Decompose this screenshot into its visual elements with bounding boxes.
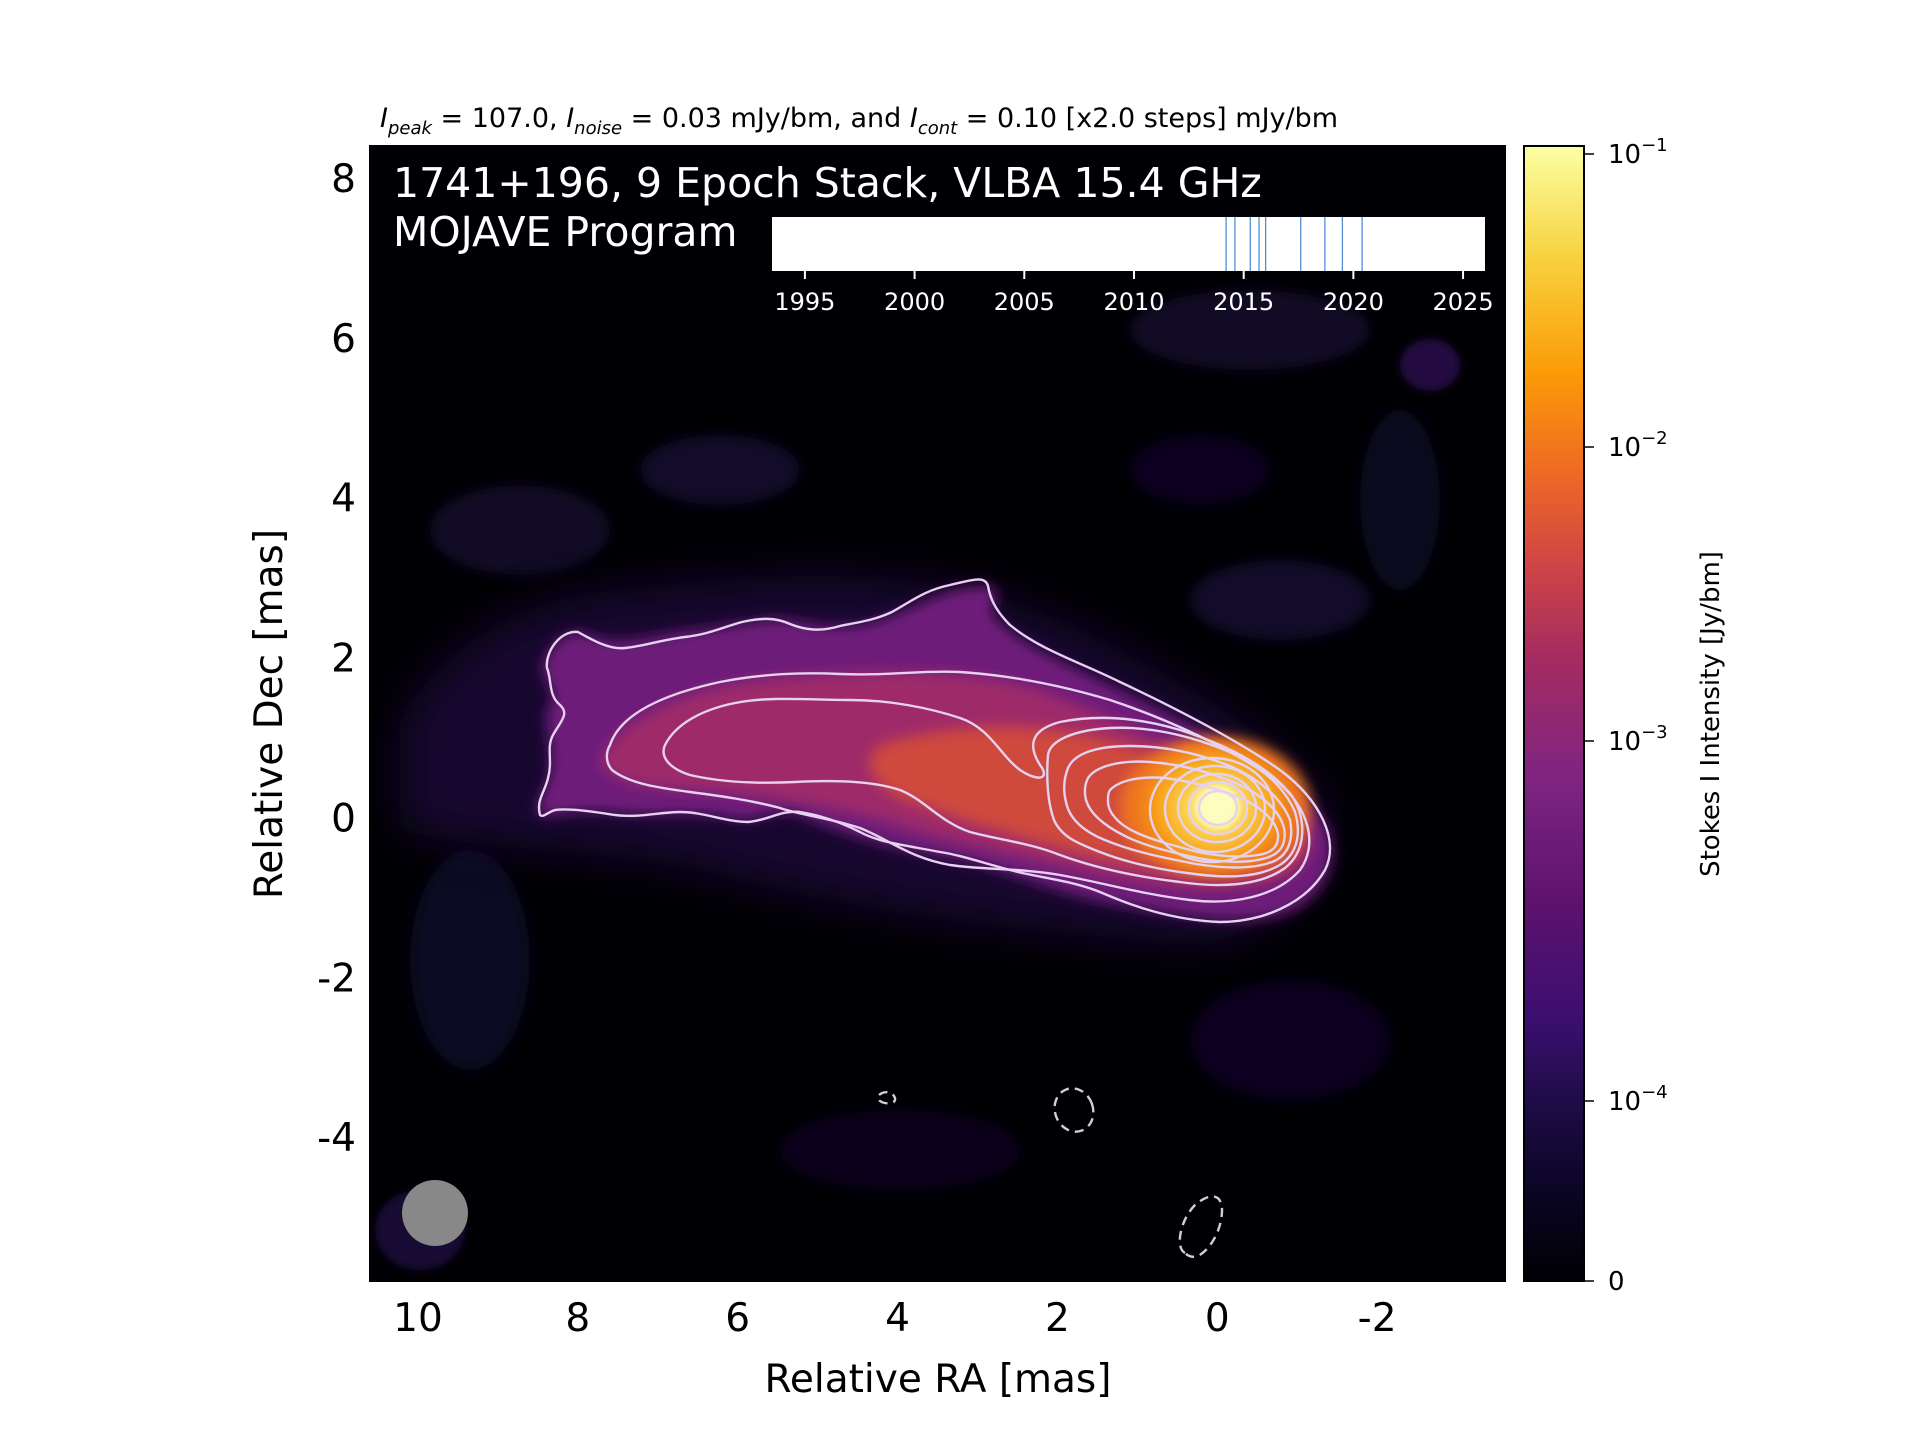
contour-level-12 — [1197, 789, 1239, 827]
source-annotation-line1: 1741+196, 9 Epoch Stack, VLBA 15.4 GHz — [393, 159, 1262, 207]
colorbar-label: Stokes I Intensity [Jy/bm] — [1696, 551, 1726, 877]
y-axis: 8 6 4 2 0 -2 -4 — [317, 157, 1505, 1161]
y-tick-label: 0 — [331, 796, 356, 841]
negative-contour-2 — [1053, 1087, 1095, 1133]
x-tick-label: 10 — [393, 1296, 443, 1341]
background-noise — [375, 290, 1460, 1270]
y-axis-label: Relative Dec [mas] — [247, 529, 292, 899]
contour-level-10 — [1176, 772, 1258, 844]
colorbar-gradient — [1523, 145, 1585, 1282]
timeline-tick-label: 2010 — [1103, 288, 1164, 316]
y-tick-label: -2 — [317, 956, 356, 1001]
colorbar-tick-label: 10−4 — [1608, 1082, 1668, 1117]
timeline-tick-label: 2015 — [1213, 288, 1274, 316]
x-axis-label: Relative RA [mas] — [765, 1357, 1112, 1402]
y-tick-label: 4 — [331, 477, 356, 522]
colorbar: 10−1 10−2 10−3 10−4 0 Stokes I Intensity [Jy… — [1523, 135, 1726, 1297]
contour-level-8 — [1148, 756, 1276, 864]
x-tick-label: 8 — [565, 1296, 590, 1341]
timeline-tick-label: 2005 — [994, 288, 1055, 316]
plot-frame — [369, 145, 1506, 1282]
colorbar-tick-label: 0 — [1608, 1267, 1625, 1297]
contour-level-9 — [1163, 764, 1267, 854]
y-tick-label: 2 — [331, 637, 356, 682]
epoch-timeline: 1995 2000 2005 2010 2015 2020 2025 — [772, 217, 1494, 316]
timeline-tick-label: 2000 — [884, 288, 945, 316]
y-tick-label: 6 — [331, 317, 356, 362]
timeline-tick-label: 1995 — [774, 288, 835, 316]
x-axis: 10 8 6 4 2 0 -2 — [393, 146, 1397, 1341]
positive-contours — [537, 578, 1332, 924]
x-tick-label: 2 — [1045, 1296, 1070, 1341]
contour-level-4 — [1046, 726, 1299, 878]
colorbar-tick-label: 10−2 — [1608, 428, 1668, 463]
timeline-box — [772, 217, 1485, 271]
y-tick-label: -4 — [317, 1116, 356, 1161]
x-tick-label: -2 — [1358, 1296, 1397, 1341]
x-tick-label: 6 — [725, 1296, 750, 1341]
timeline-tick-label: 2020 — [1323, 288, 1384, 316]
chart-title: Ipeak = 107.0, Inoise = 0.03 mJy/bm, and… — [380, 103, 1338, 139]
negative-contours — [876, 1087, 1224, 1258]
beam-ellipse — [402, 1180, 468, 1246]
intensity-map — [370, 146, 1505, 1281]
source-annotation-line2: MOJAVE Program — [393, 208, 737, 256]
timeline-tick-label: 2025 — [1433, 288, 1494, 316]
contour-level-5 — [1063, 744, 1293, 869]
negative-contour-3 — [1178, 1195, 1224, 1258]
contour-level-11 — [1187, 780, 1249, 836]
x-tick-label: 0 — [1205, 1296, 1230, 1341]
contour-level-2 — [605, 670, 1311, 903]
colorbar-tick-label: 10−1 — [1608, 135, 1668, 170]
core-peak — [1196, 785, 1240, 829]
colorbar-tick-label: 10−3 — [1608, 722, 1668, 757]
contour-level-3 — [662, 697, 1304, 887]
y-tick-label: 8 — [331, 157, 356, 202]
contour-level-6 — [1083, 760, 1286, 863]
x-tick-label: 4 — [885, 1296, 910, 1341]
contour-level-1 — [537, 578, 1332, 924]
